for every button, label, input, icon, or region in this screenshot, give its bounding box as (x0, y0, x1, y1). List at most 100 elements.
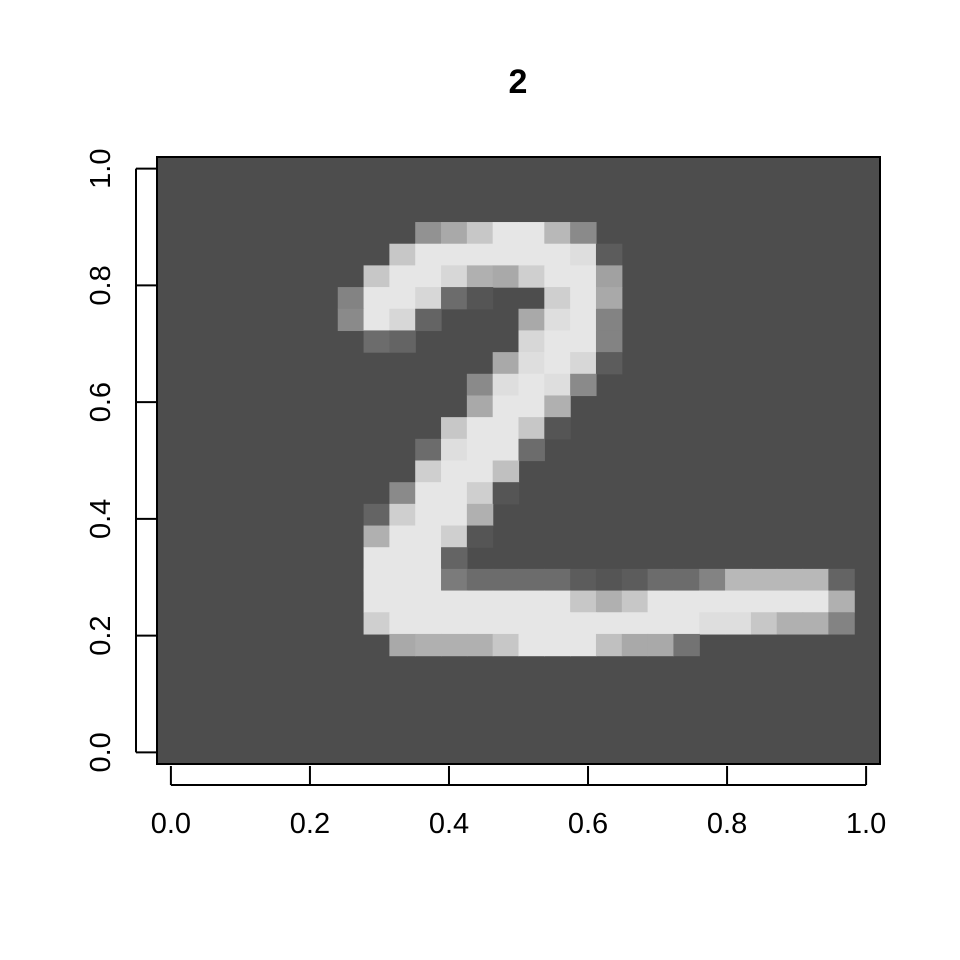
pixel-cell (337, 308, 365, 332)
pixel-cell (389, 503, 416, 527)
y-tick-label: 0.8 (85, 265, 117, 305)
x-tick-label: 1.0 (846, 808, 886, 840)
pixel-cell (492, 417, 520, 440)
pixel-cell (466, 265, 494, 288)
pixel-cell (389, 330, 416, 353)
pixel-cell (415, 243, 442, 266)
pixel-cell (389, 287, 416, 310)
pixel-cell (466, 373, 494, 397)
pixel-cell (570, 352, 597, 375)
pixel-cell (699, 590, 726, 613)
pixel-cell (518, 612, 545, 635)
chart-title: 2 (509, 63, 528, 101)
pixel-cell (621, 590, 649, 613)
pixel-cell (415, 525, 442, 548)
pixel-cell (492, 590, 520, 613)
pixel-cell (595, 265, 623, 288)
pixel-cell (544, 633, 571, 657)
pixel-cell (441, 287, 468, 310)
pixel-cell (750, 612, 778, 635)
pixel-cell (415, 265, 442, 288)
pixel-cell (415, 460, 442, 483)
pixel-cell (363, 525, 390, 548)
pixel-cell (415, 612, 442, 635)
pixel-cell (441, 590, 468, 613)
y-tick-label: 0.6 (85, 382, 117, 422)
pixel-cell (544, 417, 571, 440)
pixel-cell (492, 243, 520, 266)
pixel-cell (492, 460, 520, 483)
pixel-cell (389, 590, 416, 613)
y-axis: 0.0 0.2 0.4 0.6 0.8 1.0 (85, 149, 157, 772)
plot-area (156, 156, 881, 765)
pixel-cell (441, 438, 468, 462)
pixel-cell (441, 460, 468, 483)
pixel-cell (466, 222, 494, 245)
pixel-cell (518, 438, 545, 462)
pixel-cell (570, 308, 597, 332)
pixel-cell (389, 525, 416, 548)
pixel-cell (363, 590, 390, 613)
pixel-cell (441, 547, 468, 570)
pixel-cell (595, 568, 623, 592)
pixel-cell (518, 352, 545, 375)
pixel-cell (725, 612, 752, 635)
x-tick-label: 0.6 (568, 808, 608, 840)
pixel-cell (363, 547, 390, 570)
pixel-cell (415, 287, 442, 310)
pixel-cell (621, 633, 649, 657)
pixel-cell (570, 287, 597, 310)
y-tick-label: 0.4 (85, 499, 117, 539)
pixel-cell (492, 633, 520, 657)
pixel-cell (725, 590, 752, 613)
pixel-cell (647, 633, 675, 657)
pixel-cell (518, 330, 545, 353)
x-axis: 0.0 0.2 0.4 0.6 0.8 1.0 (151, 766, 886, 840)
pixel-cell (415, 590, 442, 613)
pixel-cell (337, 287, 365, 310)
pixel-cell (441, 482, 468, 505)
pixel-cell (673, 590, 700, 613)
pixel-cell (492, 373, 520, 397)
pixel-cell (415, 438, 442, 462)
pixel-cell (595, 287, 623, 310)
pixel-cell (544, 373, 571, 397)
pixel-cell (544, 222, 571, 245)
pixel-cell (492, 438, 520, 462)
pixel-cell (518, 265, 545, 288)
pixel-cell (441, 568, 468, 592)
pixel-cell (699, 612, 726, 635)
y-tick-label: 0.0 (85, 732, 117, 772)
pixel-cell (466, 633, 494, 657)
pixel-cell (492, 568, 520, 592)
pixel-cell (647, 568, 675, 592)
pixel-cell (776, 590, 804, 613)
pixel-cell (647, 590, 675, 613)
pixel-cell (441, 503, 468, 527)
pixel-cell (441, 525, 468, 548)
pixel-cell (466, 482, 494, 505)
x-tick-label: 0.2 (290, 808, 330, 840)
pixel-cell (518, 633, 545, 657)
pixel-cell (466, 417, 494, 440)
pixel-cell (828, 568, 855, 592)
pixel-cell (415, 547, 442, 570)
pixel-cell (647, 612, 675, 635)
pixel-cell (518, 417, 545, 440)
pixel-cell (595, 330, 623, 353)
pixel-cell (363, 287, 390, 310)
pixel-cell (595, 590, 623, 613)
pixel-cell (441, 243, 468, 266)
pixel-cell (492, 352, 520, 375)
pixel-cell (441, 222, 468, 245)
pixel-cell (595, 308, 623, 332)
pixel-cell (389, 568, 416, 592)
pixel-cell (363, 503, 390, 527)
pixel-cell (518, 222, 545, 245)
pixel-cell (466, 568, 494, 592)
pixel-cell (466, 243, 494, 266)
pixel-cell (595, 243, 623, 266)
pixel-cell (415, 308, 442, 332)
pixel-cell (595, 352, 623, 375)
